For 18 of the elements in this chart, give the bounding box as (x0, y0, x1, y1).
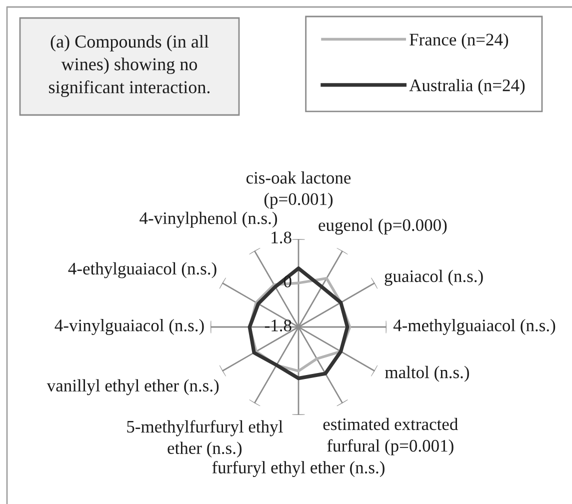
y-tick-label: 0 (284, 276, 292, 288)
spoke-label: estimated extracted furfural (p=0.001) (323, 418, 458, 456)
spoke-label: 4-methylguaiacol (n.s.) (393, 319, 556, 335)
text: (a) Compounds (in all wines) showing no significant interaction. (49, 34, 210, 98)
spoke-label: maltol (n.s.) (385, 366, 469, 382)
spoke-label: guaiacol (n.s.) (384, 270, 483, 286)
spoke-label: 4-ethylguaiacol (n.s.) (68, 262, 216, 278)
spoke-label: cis-oak lactone (p=0.001) (246, 171, 351, 209)
y-tick-label: 1.8 (272, 232, 292, 244)
legend-label: Australia (n=24) (409, 78, 525, 95)
spoke-label: 4-vinylphenol (n.s.) (140, 212, 277, 228)
spoke-label: 5-methylfurfuryl ethyl ether (n.s.) (127, 420, 283, 458)
spoke-label: furfuryl ethyl ether (n.s.) (212, 460, 384, 478)
y-tick-label: -1.8 (264, 320, 292, 332)
spoke-label: vanillyl ethyl ether (n.s.) (46, 379, 219, 396)
spoke-label: 4-vinylguaiacol (n.s.) (54, 319, 204, 335)
legend-label: France (n=24) (410, 33, 508, 50)
spoke-label: eugenol (p=0.000) (318, 218, 447, 235)
